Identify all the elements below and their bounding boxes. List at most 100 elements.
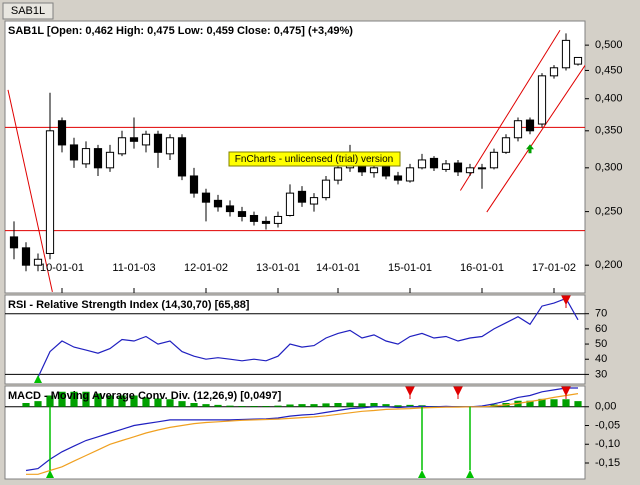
y-tick-label: 0,400 <box>595 93 623 105</box>
candle-body <box>249 214 259 222</box>
candle-body <box>189 175 199 194</box>
candle-body <box>525 119 535 132</box>
candle-body <box>561 39 571 69</box>
sell-signal <box>453 386 463 399</box>
x-tick-label: 13-01-01 <box>256 262 300 274</box>
series-line <box>26 393 579 475</box>
histogram-bar <box>82 391 90 407</box>
y-tick-label: -0,05 <box>595 419 620 431</box>
candle-body <box>153 133 163 153</box>
candle-body <box>477 167 487 170</box>
histogram-bar <box>262 406 270 407</box>
x-tick-label: 16-01-01 <box>460 262 504 274</box>
histogram-bar <box>94 393 102 407</box>
x-tick-label: 10-01-01 <box>40 262 84 274</box>
histogram-bar <box>130 395 138 407</box>
plot <box>5 386 585 478</box>
y-tick-label: 0,250 <box>595 206 623 218</box>
histogram-bar <box>118 395 126 407</box>
histogram-bar <box>562 399 570 407</box>
y-tick-label: 0,350 <box>595 125 623 137</box>
plot <box>5 295 585 383</box>
candle-body <box>381 165 391 177</box>
annotation: FnCharts - unlicensed (trial) version <box>235 154 393 165</box>
candle-body <box>261 220 271 224</box>
histogram-bar <box>214 404 222 407</box>
candle-body <box>9 236 19 249</box>
sell-signal <box>405 386 415 399</box>
panel <box>4 385 586 480</box>
histogram-bar <box>322 403 330 407</box>
y-tick-label: 40 <box>595 353 607 365</box>
histogram-bar <box>286 404 294 407</box>
candle-body <box>105 151 115 169</box>
candle-body <box>333 167 343 181</box>
histogram-bar <box>190 403 198 407</box>
candle-body <box>273 215 283 224</box>
tab-label[interactable]: SAB1L <box>11 5 45 17</box>
histogram-bar <box>70 391 78 407</box>
panel <box>4 294 586 385</box>
histogram-bar <box>550 399 558 407</box>
histogram-bar <box>274 405 282 407</box>
candle-body <box>393 175 403 181</box>
histogram-bar <box>310 404 318 407</box>
y-tick-label: 30 <box>595 368 607 380</box>
histogram-bar <box>178 401 186 407</box>
panel-title: SAB1L [Open: 0,462 High: 0,475 Low: 0,45… <box>8 25 353 37</box>
buy-signal <box>418 470 426 478</box>
candle-body <box>117 137 127 155</box>
candle-body <box>57 120 67 146</box>
buy-signal <box>466 470 474 478</box>
y-tick-label: 50 <box>595 338 607 350</box>
y-tick-label: 0,500 <box>595 39 623 51</box>
y-tick-label: 0,00 <box>595 401 616 413</box>
buy-signal <box>46 470 54 478</box>
x-tick-label: 14-01-01 <box>316 262 360 274</box>
y-tick-label: 60 <box>595 323 607 335</box>
candle-body <box>93 148 103 169</box>
candle-body <box>369 167 379 174</box>
candle-body <box>129 137 139 142</box>
histogram-bar <box>406 404 414 407</box>
tab[interactable] <box>2 2 54 20</box>
trend-line <box>486 64 585 213</box>
candle-body <box>441 163 451 170</box>
candle-body <box>285 192 295 216</box>
candle-body <box>429 157 439 169</box>
histogram-bar <box>106 395 114 407</box>
histogram-bar <box>238 406 246 407</box>
candle-body <box>225 205 235 213</box>
candle-body <box>573 56 583 65</box>
candle-body <box>453 162 463 173</box>
candle-body <box>489 151 499 169</box>
candle-body <box>513 120 523 139</box>
candle-body <box>501 137 511 153</box>
histogram-bar <box>34 401 42 407</box>
candle-body <box>549 67 559 77</box>
series-line <box>25 387 578 472</box>
histogram-bar <box>22 403 30 407</box>
annotation-box <box>228 151 401 167</box>
candle-body <box>321 179 331 199</box>
x-tick-label: 17-01-02 <box>532 262 576 274</box>
y-tick-label: -0,10 <box>595 438 620 450</box>
panel-title: RSI - Relative Strength Index (14,30,70)… <box>8 299 250 311</box>
buy-signal <box>526 144 534 154</box>
panel-title: MACD - Moving Average Conv. Div. (12,26,… <box>8 390 282 402</box>
candle-body <box>177 137 187 177</box>
candle-body <box>405 167 415 182</box>
y-tick-label: -0,15 <box>595 457 620 469</box>
histogram-bar <box>226 405 234 407</box>
candle-body <box>417 159 427 169</box>
candle-body <box>297 190 307 203</box>
x-tick-label: 11-01-03 <box>112 262 155 274</box>
sell-signal <box>561 295 571 308</box>
candle-body <box>465 167 475 174</box>
buy-signal <box>34 375 42 383</box>
histogram-bar <box>346 402 354 407</box>
trend-line <box>459 29 561 191</box>
histogram-bar <box>526 400 534 407</box>
